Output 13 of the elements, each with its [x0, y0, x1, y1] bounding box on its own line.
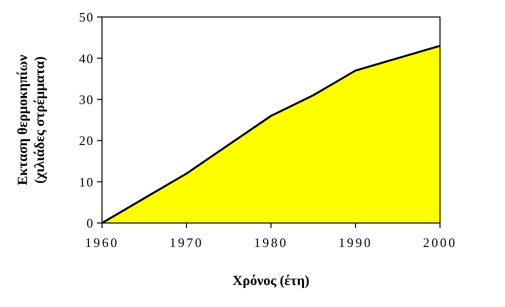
y-tick-label: 20	[79, 133, 94, 148]
y-tick-label: 0	[86, 216, 94, 231]
x-tick-label: 1990	[338, 235, 372, 250]
x-tick-label: 1970	[170, 235, 204, 250]
x-axis-title: Χρόνος (έτη)	[232, 274, 310, 289]
y-axis-title: Εκταση θερμοκηπίων (χιλιάδες στρέμματα)	[16, 54, 48, 186]
x-tick-label: 2000	[423, 235, 457, 250]
x-tick-label: 1960	[85, 235, 119, 250]
y-tick-label: 30	[79, 92, 94, 107]
y-tick-label: 50	[79, 10, 94, 25]
x-tick-label: 1980	[254, 235, 288, 250]
y-tick-label: 40	[79, 50, 94, 66]
y-tick-label: 10	[79, 174, 94, 190]
